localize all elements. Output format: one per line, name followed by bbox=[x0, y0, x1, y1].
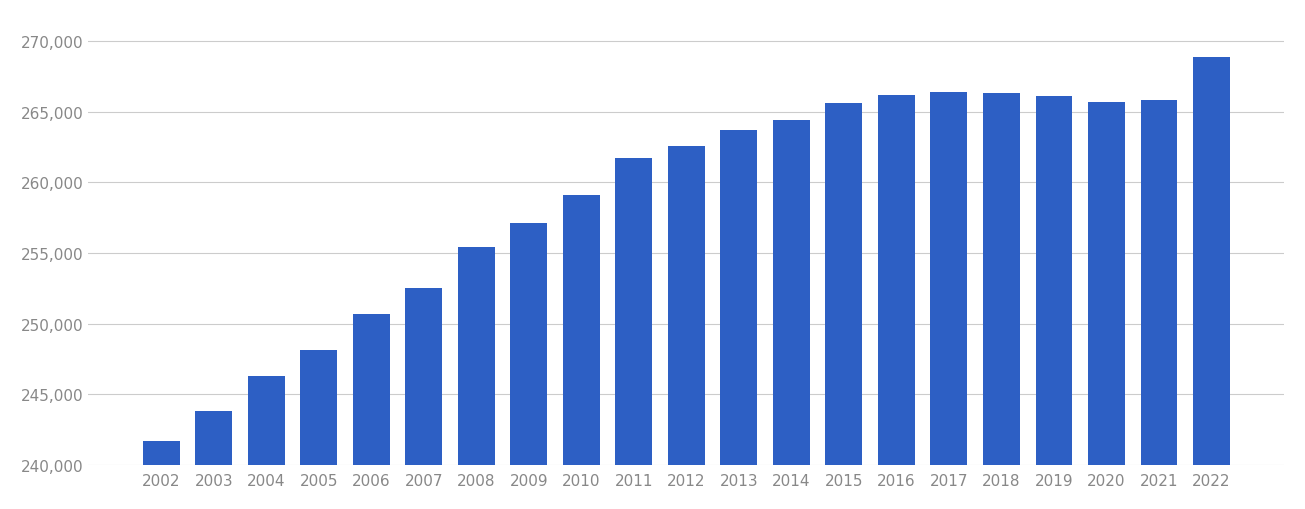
Bar bbox=[300, 351, 337, 465]
Bar bbox=[616, 159, 652, 465]
Bar bbox=[406, 289, 442, 465]
Bar bbox=[196, 411, 232, 465]
Bar bbox=[668, 146, 705, 465]
Bar bbox=[720, 131, 757, 465]
Bar bbox=[878, 96, 915, 465]
Bar bbox=[1088, 103, 1125, 465]
Bar bbox=[352, 314, 390, 465]
Bar bbox=[142, 441, 180, 465]
Bar bbox=[773, 121, 809, 465]
Bar bbox=[510, 224, 547, 465]
Bar bbox=[1035, 97, 1073, 465]
Bar bbox=[458, 248, 495, 465]
Bar bbox=[248, 376, 284, 465]
Bar bbox=[983, 94, 1019, 465]
Bar bbox=[1141, 101, 1177, 465]
Bar bbox=[1193, 58, 1229, 465]
Bar bbox=[930, 93, 967, 465]
Bar bbox=[826, 104, 863, 465]
Bar bbox=[562, 195, 600, 465]
